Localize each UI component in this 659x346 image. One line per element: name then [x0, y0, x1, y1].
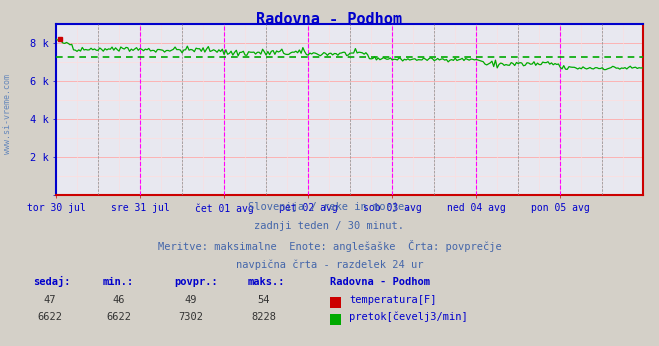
Text: Radovna - Podhom: Radovna - Podhom — [256, 12, 403, 27]
Text: 46: 46 — [113, 295, 125, 305]
Text: 7302: 7302 — [179, 312, 204, 322]
Text: Meritve: maksimalne  Enote: anglešaške  Črta: povprečje: Meritve: maksimalne Enote: anglešaške Čr… — [158, 240, 501, 253]
Text: 6622: 6622 — [37, 312, 62, 322]
Text: 8228: 8228 — [251, 312, 276, 322]
Text: Slovenija / reke in morje.: Slovenija / reke in morje. — [248, 202, 411, 212]
Text: navpična črta - razdelek 24 ur: navpična črta - razdelek 24 ur — [236, 260, 423, 270]
Text: zadnji teden / 30 minut.: zadnji teden / 30 minut. — [254, 221, 405, 231]
Text: povpr.:: povpr.: — [175, 277, 218, 288]
Text: sedaj:: sedaj: — [33, 276, 71, 288]
Text: min.:: min.: — [102, 277, 133, 288]
Text: pretok[čevelj3/min]: pretok[čevelj3/min] — [349, 311, 468, 322]
Text: maks.:: maks.: — [247, 277, 285, 288]
Text: 54: 54 — [258, 295, 270, 305]
Text: Radovna - Podhom: Radovna - Podhom — [330, 277, 430, 288]
Text: 49: 49 — [185, 295, 197, 305]
Text: 6622: 6622 — [106, 312, 131, 322]
Text: www.si-vreme.com: www.si-vreme.com — [3, 74, 13, 154]
Text: temperatura[F]: temperatura[F] — [349, 295, 437, 305]
Text: 47: 47 — [43, 295, 55, 305]
